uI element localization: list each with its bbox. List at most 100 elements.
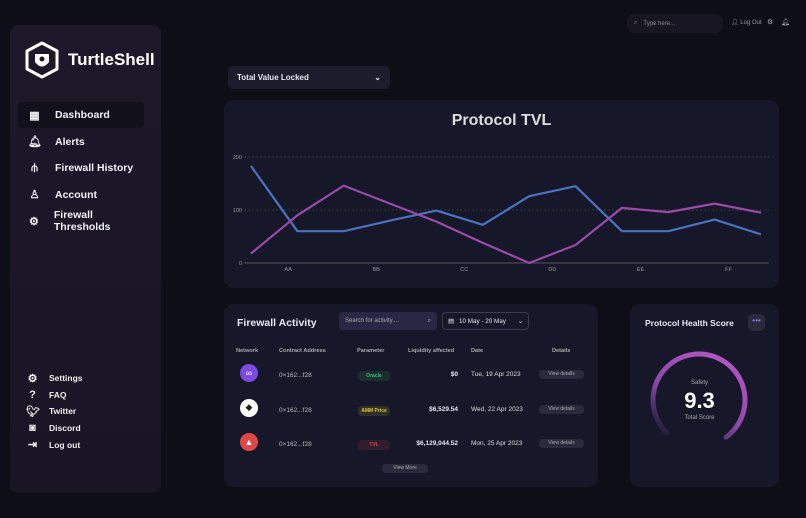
twitter-icon: 🐦︎ <box>26 405 40 418</box>
grid-icon: ▦ <box>29 109 40 122</box>
gear-icon: ⚙ <box>27 372 38 385</box>
search-icon: ⌕ <box>634 20 638 26</box>
search-placeholder: Type here... <box>643 20 676 27</box>
nav-label: Firewall History <box>55 162 134 174</box>
nav-label: FAQ <box>49 389 67 400</box>
tvl-chart-card: Protocol TVL 0 100 200 AA BB CC DD EE FF <box>224 100 779 288</box>
logout-label: Log Out <box>740 20 762 26</box>
header-address: Contract Address <box>279 348 326 354</box>
nav-account[interactable]: ♙ Account <box>18 182 144 208</box>
gear-icon: ⚙ <box>29 215 39 228</box>
user-icon: ♙ <box>29 189 40 201</box>
top-search-input[interactable]: ⌕ Type here... <box>627 14 723 33</box>
nav-label: Alerts <box>55 135 85 148</box>
nav-label: Firewall Thresholds <box>53 209 111 233</box>
contract-address: 0×162...f28 <box>279 372 312 379</box>
activity-title: Firewall Activity <box>237 317 317 329</box>
nav-alerts[interactable]: 🔔︎ Alerts <box>18 129 144 155</box>
nav-firewall-thresholds[interactable]: ⚙ Firewall Thresholds <box>18 208 144 234</box>
bell-icon: 🔔︎ <box>28 136 42 148</box>
turtle-shell-logo-icon <box>25 41 59 79</box>
activity-search-input[interactable]: Search for activity.... ⌕ <box>339 312 437 330</box>
liquidity-value: $0 <box>450 371 458 378</box>
table-row: ▲ 0×162...f28 TVL $6,129,044.52 Mon, 25 … <box>224 431 598 461</box>
search-placeholder: Search for activity.... <box>345 318 399 324</box>
y-tick-label: 200 <box>233 155 242 161</box>
health-score-value: 9.3 <box>684 388 715 413</box>
contract-address: 0×162...f28 <box>279 441 312 448</box>
date-range-picker[interactable]: ▤ 10 May - 20 May ⌄ <box>442 312 529 330</box>
activity-date: Tue, 19 Apr 2023 <box>471 371 521 378</box>
view-more-button[interactable]: View More <box>382 464 428 473</box>
bottom-nav: ⚙ Settings ? FAQ 🐦︎ Twitter ◙ Discord ⇥ Log o… <box>26 370 83 453</box>
header-date: Date <box>471 348 484 354</box>
chevron-down-icon: ⌄ <box>374 73 381 82</box>
liquidity-value: $6,129,044.52 <box>416 440 458 447</box>
y-tick-label: 100 <box>233 208 242 214</box>
brand-name: TurtleShell <box>68 50 155 69</box>
nav-label: Discord <box>49 423 81 434</box>
nav-twitter[interactable]: 🐦︎ Twitter <box>26 403 83 420</box>
nav-label: Dashboard <box>55 109 110 121</box>
chart-title: Protocol TVL <box>451 112 552 129</box>
polygon-icon: ∞ <box>240 364 258 382</box>
more-options-icon[interactable]: ••• <box>748 314 765 331</box>
firewall-activity-card: Firewall Activity Search for activity...… <box>224 304 598 487</box>
x-tick-label: BB <box>373 267 381 273</box>
header-parameter: Parameter <box>357 348 385 354</box>
user-icon: 👤︎ <box>731 20 739 26</box>
nav-firewall-history[interactable]: ⫛ Firewall History <box>18 155 144 181</box>
header-liquidity: Liquidity affected <box>408 348 455 354</box>
nav-discord[interactable]: ◙ Discord <box>26 420 83 437</box>
nav-faq[interactable]: ? FAQ <box>26 387 83 404</box>
calendar-icon: ▤ <box>448 317 454 325</box>
gauge-arc <box>650 351 748 440</box>
nav-logout[interactable]: ⇥ Log out <box>26 436 83 453</box>
search-icon: ⌕ <box>427 317 431 324</box>
x-tick-label: AA <box>284 267 292 273</box>
question-icon: ? <box>29 388 36 401</box>
brand-logo[interactable]: TurtleShell <box>24 41 155 79</box>
sidebar: TurtleShell ▦ Dashboard 🔔︎ Alerts ⫛ Firewal… <box>10 25 161 493</box>
main-nav: ▦ Dashboard 🔔︎ Alerts ⫛ Firewall History ♙ A… <box>18 102 144 235</box>
parameter-badge: AMM Price <box>358 405 390 416</box>
nav-settings[interactable]: ⚙ Settings <box>26 370 83 387</box>
y-tick-label: 0 <box>239 261 242 267</box>
view-details-button[interactable]: View details <box>539 439 584 448</box>
history-chart-icon: ⫛ <box>31 161 38 174</box>
activity-date: Mon, 25 Apr 2023 <box>471 440 523 447</box>
parameter-badge: TVL <box>358 440 390 450</box>
series-line-1 <box>250 165 762 236</box>
gauge-sublabel: Total Score <box>684 415 715 421</box>
view-details-button[interactable]: View details <box>539 370 584 379</box>
discord-icon: ◙ <box>29 422 36 435</box>
table-row: ◆ 0×162...f28 AMM Price $6,529.54 Wed, 2… <box>224 397 598 427</box>
health-score-card: Protocol Health Score ••• Safety 9.3 Tot… <box>630 304 779 487</box>
contract-address: 0×162...f28 <box>279 406 312 414</box>
activity-date: Wed, 22 Apr 2023 <box>471 405 523 413</box>
x-tick-label: DD <box>548 267 556 273</box>
header-network: Network <box>236 348 259 354</box>
date-range-value: 10 May - 20 May <box>458 317 506 325</box>
table-row: ∞ 0×162...f28 Oracle $0 Tue, 19 Apr 2023… <box>224 362 598 392</box>
liquidity-value: $6,529.54 <box>429 405 458 413</box>
nav-label: Account <box>55 188 97 201</box>
dropdown-value: Total Value Locked <box>237 73 309 82</box>
bell-icon[interactable]: 🔔︎ <box>781 19 790 26</box>
logout-icon: ⇥ <box>27 439 38 452</box>
nav-label: Log out <box>49 439 81 450</box>
ethereum-icon: ◆ <box>240 398 258 417</box>
parameter-badge: Oracle <box>358 371 390 381</box>
tvl-chart: 0 100 200 AA BB CC DD EE FF <box>233 155 769 273</box>
health-title: Protocol Health Score <box>645 318 734 328</box>
x-tick-label: EE <box>637 267 645 273</box>
logout-link[interactable]: 👤︎ Log Out <box>731 19 762 26</box>
gear-icon[interactable]: ⚙ <box>767 19 774 26</box>
metric-dropdown[interactable]: Total Value Locked ⌄ <box>228 66 390 89</box>
series-line-2 <box>250 184 762 265</box>
view-details-button[interactable]: View details <box>539 404 584 414</box>
gauge-label: Safety <box>690 380 708 386</box>
header-details: Details <box>552 348 571 354</box>
nav-dashboard[interactable]: ▦ Dashboard <box>18 102 144 128</box>
avalanche-icon: ▲ <box>240 433 258 451</box>
